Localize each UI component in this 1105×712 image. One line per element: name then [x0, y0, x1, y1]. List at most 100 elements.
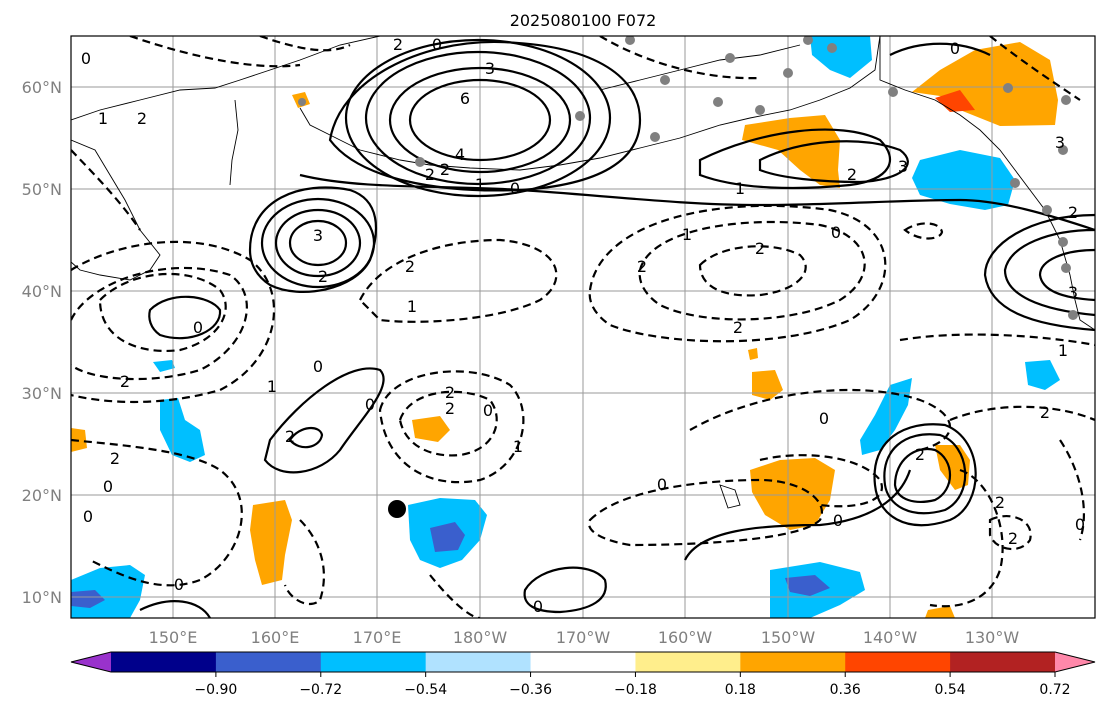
- contour-negative: [378, 370, 525, 484]
- contour-label: 1: [735, 179, 745, 198]
- lat-label: 10°N: [22, 588, 62, 607]
- colorbar-segment: [215, 652, 322, 672]
- contour-positive: [684, 469, 912, 561]
- colorbar-extend-low: [71, 652, 111, 672]
- contour-label: 2: [1068, 203, 1078, 222]
- contour-positive: [408, 78, 552, 162]
- contour-label: 0: [510, 179, 520, 198]
- contour-negative: [71, 240, 275, 404]
- contour-label: 2: [733, 318, 743, 337]
- contour-negative: [71, 438, 243, 587]
- graticule: [71, 36, 1095, 618]
- neg-anomaly-region: [810, 36, 872, 78]
- contour-label: 2: [137, 109, 147, 128]
- contour-positive: [873, 423, 977, 527]
- neg-anomaly-region: [71, 590, 105, 608]
- contour-label: 2: [393, 35, 403, 54]
- lat-label: 60°N: [22, 78, 62, 97]
- station-markers: [298, 36, 1078, 518]
- colorbar-tick-label: 0.54: [935, 682, 966, 698]
- contour-label: 1: [267, 377, 277, 396]
- lon-label: 130°W: [965, 628, 1020, 647]
- contour-label: 1: [407, 297, 417, 316]
- contour-negative: [71, 266, 248, 381]
- contour-label: 2: [1008, 529, 1018, 548]
- contour-negative: [638, 220, 866, 321]
- neg-anomaly-region: [785, 575, 830, 596]
- colorbar-tick-label: −0.36: [509, 682, 552, 698]
- contour-negative: [899, 333, 1095, 347]
- contour-label: 2: [755, 239, 765, 258]
- station-dot: [415, 157, 425, 167]
- colorbar-tick-label: −0.54: [404, 682, 447, 698]
- contour-positive: [758, 140, 909, 184]
- contour-positive: [1003, 228, 1095, 317]
- coastlines: [71, 36, 1095, 509]
- contour-positive: [883, 433, 967, 515]
- neg-anomaly-region: [860, 378, 912, 455]
- lon-label: 150°W: [761, 628, 816, 647]
- contour-label: 3: [1068, 283, 1078, 302]
- station-dot: [298, 98, 306, 106]
- colorbar-tick-label: 0.36: [830, 682, 861, 698]
- lon-label: 180°W: [453, 628, 508, 647]
- contour-label: 3: [898, 157, 908, 176]
- colorbar-tick-label: −0.18: [614, 682, 657, 698]
- contour-label: 2: [120, 372, 130, 391]
- contour-negative: [599, 36, 761, 80]
- contour-negative: [358, 238, 558, 323]
- station-dot: [1010, 178, 1020, 188]
- contour-label: 0: [950, 39, 960, 58]
- lon-label: 170°W: [556, 628, 611, 647]
- station-dot: [1058, 237, 1068, 247]
- contour-label: 2: [637, 257, 647, 276]
- colorbar-outline: [70, 651, 1096, 673]
- contour-label: 0: [533, 597, 543, 616]
- contour-label: 0: [432, 35, 442, 54]
- pos-anomaly-region: [748, 348, 758, 360]
- pos-anomaly-region: [71, 428, 87, 452]
- contour-positive: [148, 295, 222, 340]
- contour-label: 0: [365, 395, 375, 414]
- contour-label: 0: [831, 223, 841, 242]
- colorbar-segment: [635, 652, 741, 672]
- contour-label: 2: [425, 165, 435, 184]
- colorbar-segment: [845, 652, 951, 672]
- station-dot: [1042, 205, 1052, 215]
- contour-positive: [889, 42, 991, 56]
- station-dot: [625, 36, 635, 45]
- colorbar-tick-label: −0.90: [194, 682, 237, 698]
- station-dot: [803, 36, 813, 45]
- colorbar-segment: [111, 652, 217, 672]
- station-dot: [783, 68, 793, 78]
- lat-label: 40°N: [22, 282, 62, 301]
- pos-anomaly-region: [250, 500, 292, 585]
- map-frame: [70, 35, 1096, 619]
- contour-label: 2: [318, 267, 328, 286]
- contour-label: 2: [285, 427, 295, 446]
- contour-positive: [364, 50, 592, 186]
- lat-label: 20°N: [22, 486, 62, 505]
- neg-anomaly-region: [160, 398, 205, 462]
- contour-label: 1: [475, 175, 485, 194]
- colorbar-segment: [740, 652, 846, 672]
- pos-anomaly-region: [750, 458, 835, 530]
- neg-anomaly-region: [430, 522, 465, 552]
- colorbar-segment: [530, 652, 636, 672]
- lon-label: 160°W: [658, 628, 713, 647]
- lon-label: 170°E: [353, 628, 402, 647]
- contour-positive: [698, 128, 891, 190]
- contour-label: 0: [83, 507, 93, 526]
- lon-label: 140°W: [863, 628, 918, 647]
- lat-label: 50°N: [22, 180, 62, 199]
- neg-anomaly-region: [912, 150, 1015, 210]
- contour-label: 2: [995, 493, 1005, 512]
- contour-label: 0: [819, 409, 829, 428]
- contour-positive: [288, 219, 348, 267]
- pos-anomaly-region: [925, 606, 955, 618]
- contour-label: 0: [1075, 515, 1085, 534]
- contour-label: 3: [1055, 133, 1065, 152]
- station-dot: [713, 97, 723, 107]
- contour-label: 0: [193, 318, 203, 337]
